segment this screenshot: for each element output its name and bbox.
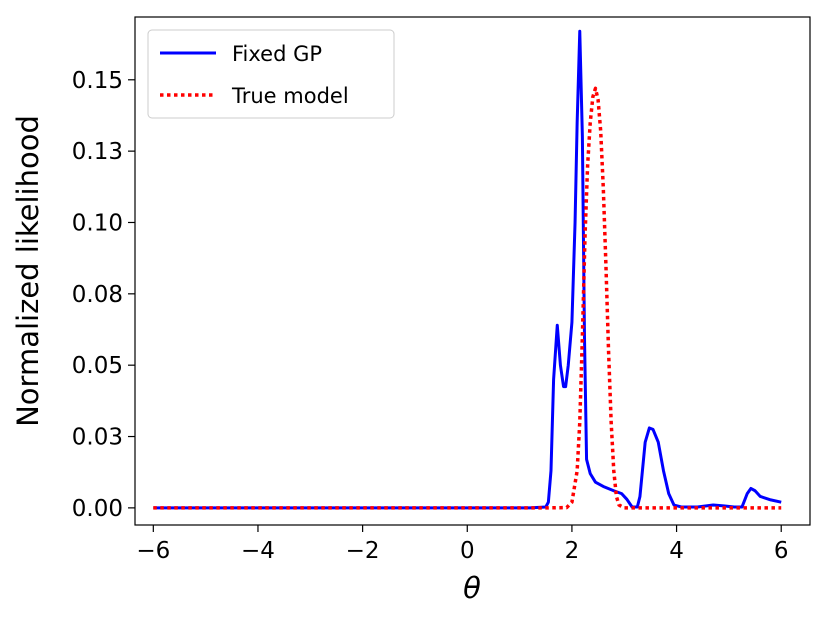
x-tick-label: 4: [669, 538, 684, 564]
series-line-fixed-gp: [153, 29, 782, 510]
x-tick-label: 0: [460, 538, 475, 564]
y-tick-label: 0.10: [72, 210, 123, 236]
x-tick-label: 2: [565, 538, 580, 564]
y-tick-label: 0.08: [72, 282, 123, 308]
y-axis: 0.00 0.03 0.05 0.08 0.10 0.13 0.15: [72, 68, 135, 522]
x-tick-label: −2: [346, 538, 380, 564]
plot-frame: [134, 16, 811, 526]
legend-label-fixed-gp: Fixed GP: [232, 42, 322, 66]
series-line-true-model: [153, 86, 782, 510]
y-tick-label: 0.13: [72, 139, 123, 165]
y-tick-label: 0.05: [72, 353, 123, 379]
y-tick-label: 0.00: [72, 496, 123, 522]
x-axis-label: θ: [463, 571, 481, 605]
series-layer: [153, 29, 782, 510]
legend-label-true-model: True model: [231, 84, 349, 108]
y-axis-label: Normalized likelihood: [11, 115, 45, 427]
y-tick-label: 0.15: [72, 68, 123, 94]
legend: Fixed GP True model: [147, 29, 395, 119]
x-tick-label: −6: [136, 538, 170, 564]
x-tick-label: 6: [774, 538, 789, 564]
x-axis: −6 −4 −2 0 2 4 6: [136, 525, 789, 564]
x-tick-label: −4: [241, 538, 275, 564]
y-tick-label: 0.03: [72, 425, 123, 451]
